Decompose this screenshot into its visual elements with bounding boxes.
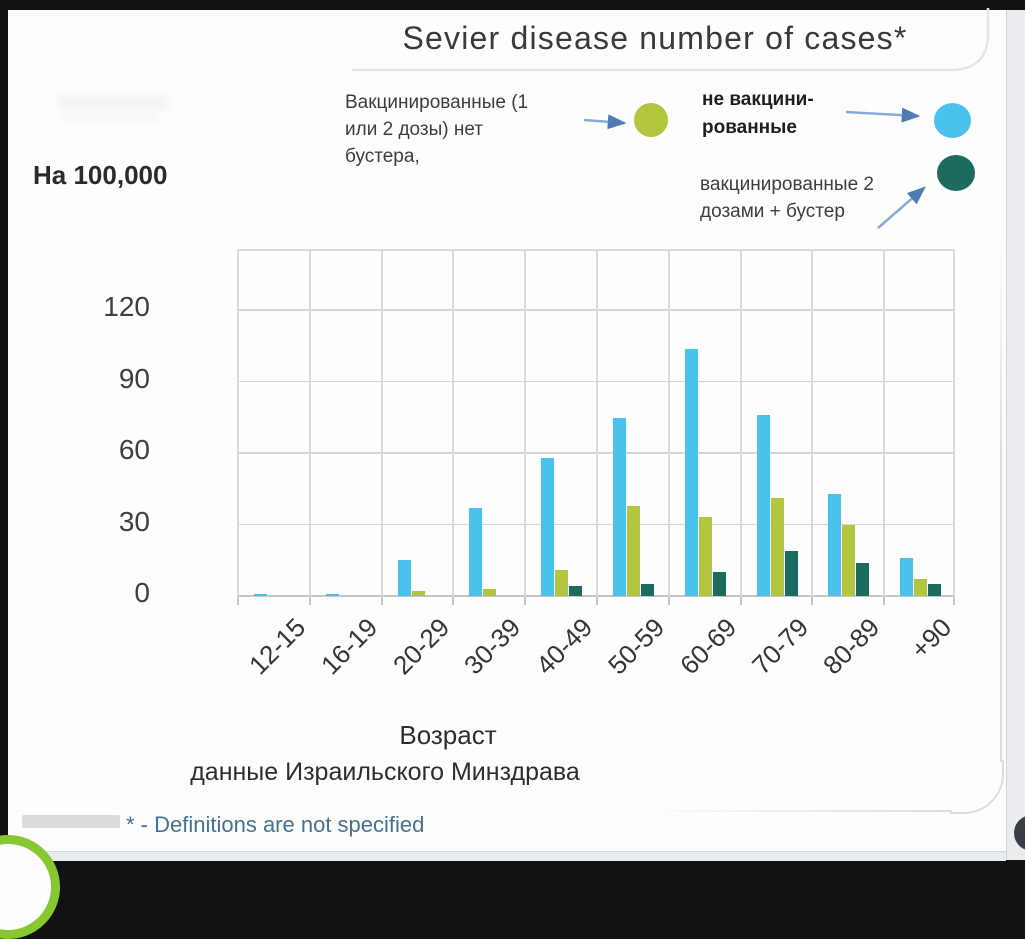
y-tick-label: 30 (118, 505, 150, 537)
corner-dark-circle (1014, 815, 1025, 851)
x-axis-tick (811, 596, 813, 605)
faded-watermark (58, 95, 168, 110)
bar-segment (541, 458, 554, 596)
bar-segment (483, 589, 496, 596)
x-axis-tick (237, 596, 239, 605)
x-axis-tick (953, 596, 955, 605)
bottom-gutter (8, 851, 1006, 861)
slide-card (8, 10, 1006, 851)
faded-watermark (62, 114, 158, 122)
bar-segment (685, 349, 698, 596)
card-bottom-edge (640, 810, 952, 812)
bar-segment (627, 506, 640, 596)
bar-segment (699, 517, 712, 596)
gridline-vertical (668, 251, 670, 596)
bar-segment (326, 594, 339, 596)
gridline-vertical (452, 251, 454, 596)
x-axis-tick (524, 596, 526, 605)
y-tick-label: 0 (134, 577, 150, 608)
bar-chart-plot-area: 0 30 60 90 120 12-15 16-19 20-29 30-39 40-49 50-59… (103, 249, 957, 680)
x-axis-title: Возраст (399, 720, 497, 750)
bar-segment (412, 591, 425, 596)
bar-segment (641, 584, 654, 596)
legend-label-no-booster: Вакцинированные (1 или 2 дозы) нет бусте… (345, 92, 529, 167)
bar-segment (613, 418, 626, 596)
bar-segment (900, 558, 913, 596)
y-tick-label: 60 (118, 434, 150, 466)
x-axis-tick (740, 596, 742, 605)
legend-circle-unvaccinated (934, 103, 971, 138)
screenshot-root: { "title": "Sevier disease number of cas… (0, 8, 1025, 939)
y-tick-label: 90 (118, 362, 150, 394)
x-axis-tick (452, 596, 454, 605)
gridline-vertical (524, 251, 526, 596)
bar-segment (713, 572, 726, 596)
gridline-vertical (953, 251, 955, 596)
bar-segment (842, 525, 855, 596)
bar-segment (254, 594, 267, 596)
right-gutter (1006, 10, 1025, 860)
gridline-vertical (740, 251, 742, 596)
data-source-line: данные Израильского Минздрава (190, 758, 580, 786)
bar-segment (569, 586, 582, 596)
gridline-vertical (811, 251, 813, 596)
bar-segment (771, 498, 784, 596)
y-tick-label: 120 (103, 291, 150, 323)
gridline-vertical (309, 251, 311, 596)
gridline-vertical (237, 251, 239, 596)
legend-circle-boosted (937, 155, 975, 191)
bar-segment (757, 415, 770, 596)
bar-segment (785, 551, 798, 596)
bar-segment (555, 570, 568, 596)
footnote: * - Definitions are not specified (126, 812, 425, 837)
gridline-vertical (883, 251, 885, 596)
y-axis-unit-label: На 100,000 (33, 160, 168, 190)
gridline-vertical (381, 251, 383, 596)
bar-segment (469, 508, 482, 596)
x-axis-tick (381, 596, 383, 605)
legend-label-boosted: вакцинированные 2 дозами + бустер (700, 174, 874, 222)
legend-label-unvaccinated: не вакцини-рованные (702, 89, 814, 138)
bar-segment (828, 494, 841, 596)
bar-segment (914, 579, 927, 596)
bar-segment (856, 563, 869, 596)
x-axis-tick (309, 596, 311, 605)
x-axis-tick (668, 596, 670, 605)
redacted-block (22, 815, 120, 828)
x-axis-tick (596, 596, 598, 605)
bar-segment (398, 560, 411, 596)
card-right-edge (1000, 240, 1002, 762)
chart-title: Sevier disease number of cases* (402, 20, 908, 56)
legend-circle-no-booster (634, 103, 668, 137)
gridline-vertical (596, 251, 598, 596)
bar-segment (928, 584, 941, 596)
x-axis-tick (883, 596, 885, 605)
